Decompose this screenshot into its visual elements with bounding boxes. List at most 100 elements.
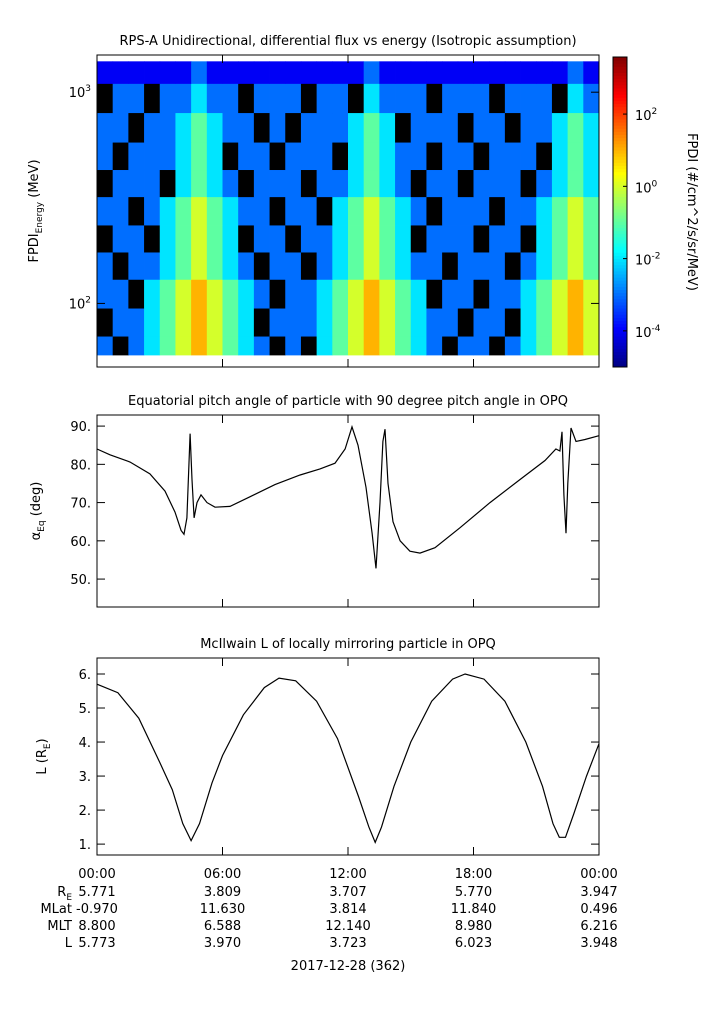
spectrogram-cell [379,308,396,337]
spectrogram-cell [175,169,192,198]
colorbar-segment [613,301,627,306]
colorbar-segment [613,283,627,287]
spectrogram-cell [473,169,490,198]
spectrogram-cell [128,61,145,84]
spectrogram-cell [144,252,161,280]
colorbar-segment [613,81,627,86]
spectrogram-cell [238,225,255,253]
spectrogram-cell [426,279,443,309]
spectrogram-cell [332,196,349,226]
chart-title: Equatorial pitch angle of particle with … [128,394,568,409]
spectrogram-cell [97,142,114,171]
spectrogram-cell [112,336,129,356]
spectrogram-cell [426,142,443,171]
spectrogram-cell [442,279,459,309]
spectrogram-cell [520,61,537,84]
spectrogram-cell [442,252,459,280]
spectrogram-cell [379,83,396,114]
colorbar-segment [613,317,627,321]
spectrogram-cell [410,225,427,253]
spectrogram-cell [206,112,223,143]
spectrogram-cell [300,279,318,309]
spectrogram-cell [222,112,239,143]
spectrogram-cell [112,169,129,198]
spectrogram-cell [222,336,239,356]
spectrogram-cell [410,279,427,309]
spectrogram-cell [332,252,349,280]
spectrogram-cell [128,142,145,171]
colorbar-segment [613,363,627,368]
spectrogram-cell [536,225,553,253]
spectrogram-cell [269,225,286,253]
spectrogram-cell [285,61,302,84]
spectrogram-cell [144,308,161,337]
spectrogram-cell [348,308,365,337]
spectrogram-cell [128,252,145,280]
colorbar-segment [613,212,627,216]
spectrogram-cell [206,308,223,337]
spectrogram-cell [536,112,553,143]
spectrogram-cell [206,252,223,280]
colorbar-segment [613,233,627,238]
spectrogram-cell [442,308,459,337]
plot-frame [96,657,600,856]
spectrogram-cell [457,169,474,198]
spectrogram-cell [363,252,380,280]
colorbar-segment [613,202,627,207]
x-tick-label: 00:00 [580,867,617,882]
spectrogram-cell [191,83,208,114]
spectrogram-cell [253,252,270,280]
spectrogram-cell [253,196,270,226]
spectrogram-cell [473,112,490,143]
spectrogram-cell [363,169,380,198]
spectrogram-cell [363,196,380,226]
spectrogram-cell [112,308,129,337]
spectrogram-cell [97,252,114,280]
spectrogram-cell [269,196,286,226]
spectrogram-cell [144,279,161,309]
spectrogram-cell [379,336,396,356]
spectrogram-cell [332,225,349,253]
colorbar-segment [613,150,627,154]
spectrogram-cell [504,225,521,253]
ephemeris-value: 12.140 [325,919,371,934]
colorbar-segment [613,354,627,359]
spectrogram-cell [206,83,223,114]
spectrogram-cell [97,112,114,143]
spectrogram-cell [128,169,145,198]
ephemeris-label: L [65,936,73,951]
spectrogram-cell [97,61,114,84]
spectrogram-cell [583,279,600,309]
spectrogram-cell [175,196,192,226]
spectrogram-cell [191,61,208,84]
colorbar-segment [613,345,627,349]
colorbar-segment [613,75,627,80]
spectrogram-cell [504,196,521,226]
spectrogram-cell [97,225,114,253]
spectrogram-cell [426,61,443,84]
colorbar-segment [613,329,627,334]
spectrogram-cell [489,336,506,356]
spectrogram-cell [379,169,396,198]
spectrogram-cell [583,252,600,280]
y-axis-label: αEq (deg) [29,482,47,541]
colorbar-segment [613,314,627,318]
spectrogram-cell [316,308,333,337]
colorbar-segment [613,88,627,92]
colorbar-segment [613,165,627,170]
spectrogram-cell [567,336,584,356]
spectrogram-cell [253,112,270,143]
colorbar-segment [613,168,627,173]
spectrogram-cell [285,196,302,226]
spectrogram-cell [269,169,286,198]
spectrogram-cell [457,83,474,114]
colorbar-segment [613,143,627,148]
spectrogram-cell [300,112,318,143]
spectrogram-cell [128,308,145,337]
colorbar-segment [613,84,627,89]
colorbar-segment [613,264,627,269]
colorbar-segment [613,128,627,132]
spectrogram-cell [410,142,427,171]
spectrogram-cell [222,196,239,226]
colorbar-segment [613,171,627,176]
